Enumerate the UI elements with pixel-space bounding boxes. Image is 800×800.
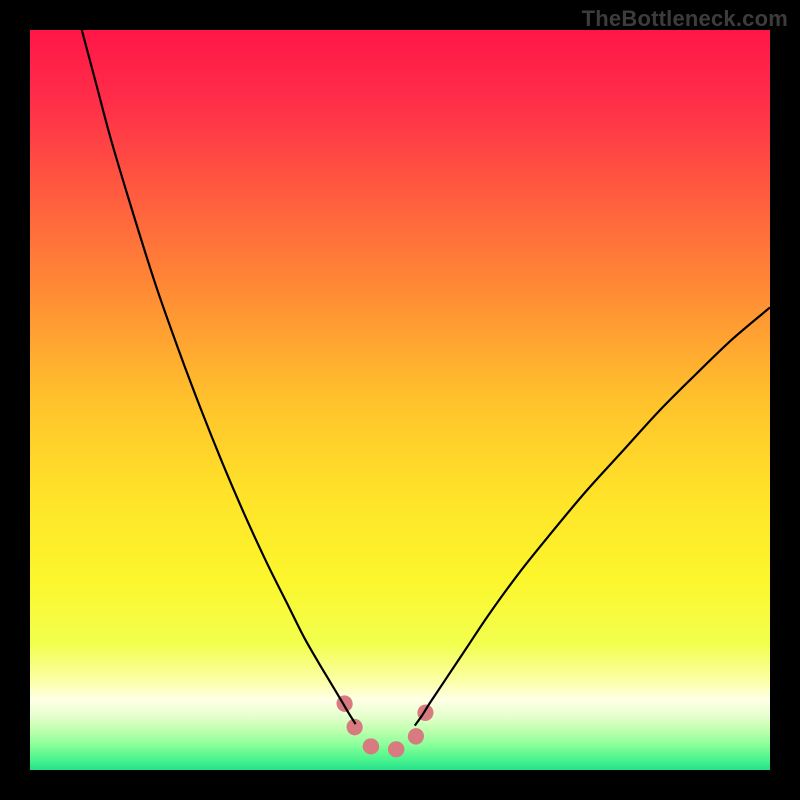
curve-layer — [30, 30, 770, 770]
watermark-text: TheBottleneck.com — [582, 6, 788, 32]
plot-area — [30, 30, 770, 770]
curve-left — [82, 30, 356, 724]
curve-right — [415, 308, 770, 726]
chart-frame: TheBottleneck.com — [0, 0, 800, 800]
